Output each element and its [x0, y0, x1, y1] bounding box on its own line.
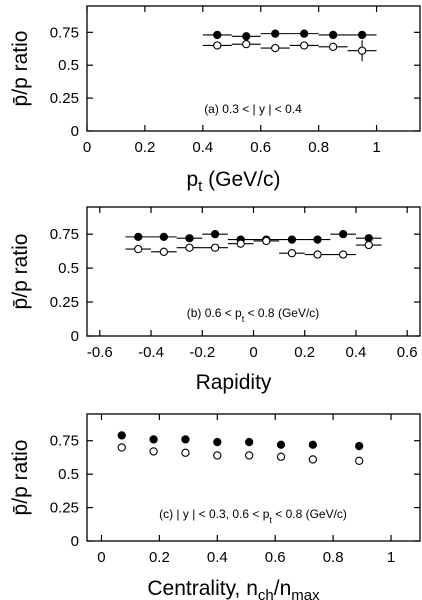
- x-tick-label: 0: [97, 549, 105, 566]
- data-point: [117, 443, 126, 452]
- data-point: [213, 451, 222, 460]
- data-point: [287, 249, 297, 258]
- y-tick-label: 0: [71, 328, 79, 345]
- data-point: [213, 41, 222, 50]
- x-tick-label: 0.2: [134, 139, 155, 156]
- data-point: [364, 240, 373, 250]
- y-tick-label: 0.75: [50, 24, 79, 41]
- y-axis-label: p̄/p ratio: [9, 234, 32, 310]
- y-tick-label: 0: [71, 533, 79, 550]
- panel-b: -0.6 -0.4 -0.2 0 0.2 0.4 0.6 0 0.25 0.5 0.75 p̄/p r…: [9, 206, 421, 394]
- series-filled: [202, 29, 377, 41]
- data-point: [117, 431, 126, 440]
- data-point: [300, 29, 309, 38]
- x-tick-label: 0: [83, 139, 91, 156]
- data-point: [339, 250, 348, 259]
- x-tick-label: 0.4: [346, 344, 367, 361]
- panel-annotation: (c) | y | < 0.3, 0.6 < pt < 0.8 (GeV/c): [159, 507, 347, 525]
- data-point: [213, 437, 222, 447]
- series-open: [117, 443, 364, 465]
- data-point: [313, 235, 322, 244]
- x-tick-label: 0: [249, 344, 257, 361]
- x-tick-label: 0.2: [294, 344, 315, 361]
- panel-c: 0 0.2 0.4 0.6 0.8 1 0 0.25 0.5 0.75 p̄/p ratio Cent…: [9, 413, 421, 600]
- data-point: [245, 437, 254, 447]
- x-tick-label: 0.2: [149, 549, 170, 566]
- y-tick-label: 0.25: [50, 294, 79, 311]
- data-point: [236, 239, 245, 248]
- y-tick-label: 0.25: [50, 90, 79, 107]
- x-tick-label: 0.4: [207, 549, 228, 566]
- x-tick-label: -0.6: [87, 344, 113, 361]
- data-point: [355, 456, 364, 465]
- x-tick-label: 1: [387, 549, 395, 566]
- series-filled: [117, 431, 364, 451]
- plot-frame: [86, 5, 421, 132]
- y-tick-label: 0.5: [58, 260, 79, 277]
- data-point: [210, 243, 220, 252]
- data-point: [339, 230, 348, 239]
- y-axis-label: p̄/p ratio: [9, 440, 32, 516]
- x-tick-label: 0.6: [397, 344, 418, 361]
- y-axis-label: p̄/p ratio: [9, 31, 32, 107]
- x-tick-label: -0.2: [189, 344, 215, 361]
- data-point: [213, 30, 222, 40]
- data-point: [328, 30, 338, 40]
- x-tick-label: -0.4: [138, 344, 164, 361]
- x-axis-label: pt (GeV/c): [186, 168, 280, 195]
- x-tick-label: 0.8: [323, 549, 344, 566]
- data-point: [242, 32, 251, 41]
- data-point: [271, 43, 280, 53]
- data-point: [159, 247, 168, 256]
- x-axis-label: Centrality, nch/nmax: [147, 577, 320, 600]
- data-point: [328, 42, 338, 51]
- data-point: [149, 447, 158, 456]
- x-tick-label: 0.8: [308, 139, 329, 156]
- data-point: [308, 455, 318, 464]
- data-point: [355, 441, 364, 451]
- data-point: [276, 440, 286, 449]
- data-point: [134, 244, 143, 254]
- data-point: [364, 234, 373, 243]
- data-point: [242, 40, 251, 49]
- plot-frame: [86, 413, 421, 542]
- y-tick-label: 0.75: [50, 226, 79, 243]
- y-tick-label: 0.25: [50, 500, 79, 517]
- data-point: [357, 30, 367, 40]
- data-point: [185, 243, 194, 252]
- data-point: [181, 448, 190, 457]
- data-point: [287, 235, 297, 244]
- x-axis-label: Rapidity: [196, 371, 272, 394]
- data-point: [181, 435, 190, 444]
- data-point: [149, 435, 158, 444]
- data-point: [245, 451, 254, 460]
- data-point: [262, 236, 271, 246]
- data-point: [159, 232, 168, 242]
- data-point: [210, 230, 220, 239]
- y-tick-label: 0.5: [58, 466, 79, 483]
- data-point: [271, 29, 280, 38]
- panel-annotation: (b) 0.6 < pt < 0.8 (GeV/c): [187, 306, 320, 324]
- x-tick-label: 0.6: [250, 139, 271, 156]
- y-tick-label: 0.5: [58, 57, 79, 74]
- y-tick-label: 0: [71, 123, 79, 140]
- x-tick-label: 0.6: [265, 549, 286, 566]
- series-open: [125, 236, 382, 259]
- series-open: [202, 40, 377, 62]
- panel-annotation: (a) 0.3 < | y | < 0.4: [204, 102, 302, 116]
- data-point: [308, 440, 318, 449]
- y-tick-label: 0.75: [50, 433, 79, 450]
- x-tick-label: 1: [372, 139, 380, 156]
- data-point: [300, 41, 309, 50]
- data-point: [185, 234, 194, 243]
- data-point: [313, 250, 322, 259]
- data-point: [276, 452, 286, 461]
- data-point: [357, 46, 367, 55]
- x-tick-label: 0.4: [192, 139, 213, 156]
- data-point: [134, 232, 143, 242]
- panel-a: 0 0.2 0.4 0.6 0.8 1 0 0.25 0.5 0.75 p̄/p ratio pt (…: [9, 5, 421, 195]
